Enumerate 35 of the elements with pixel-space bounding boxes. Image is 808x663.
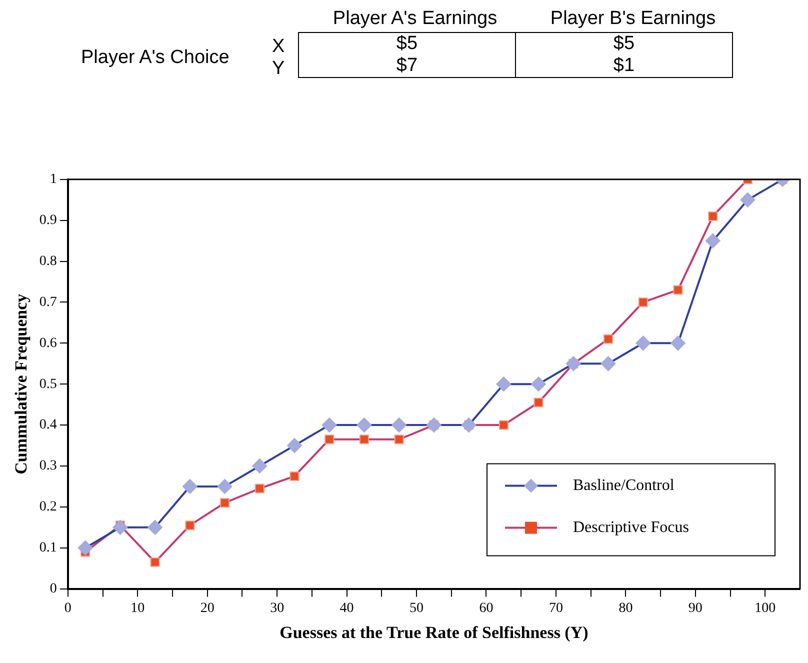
x-tick-label: 90	[688, 600, 702, 616]
legend-label: Basline/Control	[573, 477, 675, 494]
y-tick-label: 0.7	[39, 294, 57, 310]
y-tick-label: 0	[50, 581, 57, 596]
text: Player A's Earnings	[332, 8, 498, 30]
text: $5	[516, 32, 732, 55]
y-axis-title: Cummulative Frequency	[12, 293, 31, 474]
legend-label: Descriptive Focus	[573, 519, 689, 536]
text: $7	[298, 55, 516, 78]
x-tick-label: 20	[200, 600, 214, 616]
x-tick-label: 60	[479, 600, 494, 616]
y-tick-label: 0.8	[39, 254, 57, 269]
x-tick-label: 40	[340, 600, 354, 616]
y-tick-label: 1	[50, 172, 57, 188]
x-tick-label: 80	[618, 600, 633, 616]
x-tick-label: 10	[130, 600, 145, 616]
x-tick-label: 0	[64, 600, 72, 616]
x-tick-label: 100	[754, 600, 776, 616]
y-tick-label: 0.2	[39, 500, 57, 515]
y-tick-label: 0.6	[39, 336, 57, 351]
text: $1	[516, 55, 732, 78]
text: Player A's Choice	[81, 47, 230, 69]
text: $5	[298, 32, 516, 55]
y-tick-label: 0.9	[39, 213, 57, 228]
text: Player B's Earnings	[549, 8, 717, 30]
x-tick-label: 50	[410, 600, 424, 616]
y-tick-label: 0.1	[39, 540, 57, 556]
y-tick-label: 0.5	[39, 376, 57, 392]
x-tick-label: 70	[548, 600, 563, 616]
y-tick-label: 0.3	[39, 458, 57, 474]
text: X	[272, 36, 285, 58]
x-axis-title: Guesses at the True Rate of Selfishness (Y)	[280, 623, 588, 642]
text: Y	[272, 58, 285, 80]
x-tick-label: 30	[270, 600, 284, 616]
y-tick-label: 0.4	[39, 418, 57, 433]
